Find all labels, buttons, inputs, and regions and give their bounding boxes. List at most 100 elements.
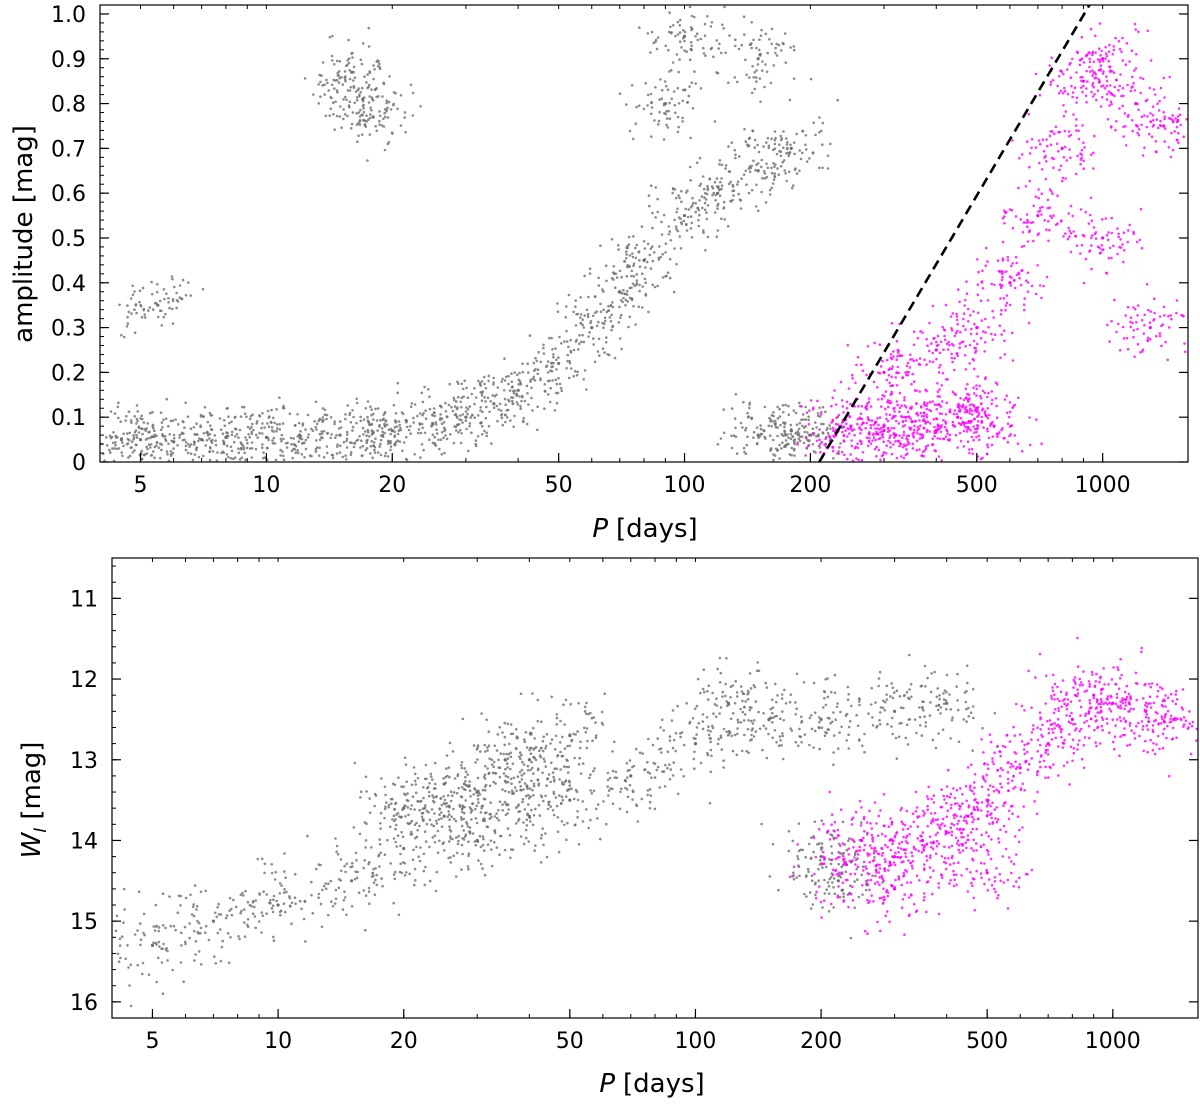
magenta-star-point	[1112, 244, 1115, 248]
grey-star-point	[781, 404, 785, 407]
grey-star-point	[391, 797, 394, 801]
grey-star-point	[726, 224, 730, 228]
grey-star-point	[667, 225, 671, 228]
magenta-star-point	[892, 355, 895, 358]
grey-star-point	[773, 142, 777, 146]
grey-star-point	[532, 794, 535, 797]
grey-star-point	[335, 114, 339, 118]
grey-star-point	[360, 86, 364, 90]
grey-star-point	[269, 899, 272, 902]
magenta-star-point	[896, 403, 899, 407]
magenta-star-point	[938, 351, 942, 355]
grey-star-point	[634, 256, 638, 260]
grey-star-point	[466, 865, 470, 868]
grey-star-point	[545, 733, 549, 736]
grey-star-point	[686, 215, 690, 219]
magenta-star-point	[1106, 323, 1109, 327]
magenta-star-point	[912, 330, 916, 334]
magenta-star-point	[962, 423, 966, 427]
magenta-star-point	[913, 424, 916, 428]
magenta-star-point	[971, 357, 975, 361]
magenta-star-point	[875, 455, 878, 458]
magenta-star-point	[796, 443, 799, 446]
grey-star-point	[558, 794, 561, 797]
magenta-star-point	[1032, 204, 1035, 208]
grey-star-point	[699, 182, 703, 186]
grey-star-point	[560, 802, 563, 806]
grey-star-point	[188, 936, 191, 940]
grey-star-point	[484, 416, 488, 420]
grey-star-point	[126, 432, 129, 435]
grey-star-point	[740, 177, 743, 180]
magenta-star-point	[981, 287, 985, 290]
grey-star-point	[126, 322, 130, 325]
grey-star-point	[659, 78, 662, 81]
magenta-star-point	[872, 436, 876, 440]
grey-star-point	[656, 210, 659, 214]
grey-star-point	[121, 441, 124, 444]
grey-star-point	[487, 771, 491, 775]
grey-star-point	[688, 720, 692, 724]
grey-star-point	[193, 884, 197, 887]
grey-star-point	[428, 818, 432, 822]
magenta-star-point	[850, 439, 853, 442]
grey-star-point	[482, 375, 486, 379]
grey-star-point	[245, 438, 248, 442]
magenta-star-point	[1009, 284, 1013, 287]
grey-star-point	[615, 776, 619, 780]
grey-star-point	[278, 892, 282, 895]
grey-star-point	[797, 433, 800, 437]
grey-star-point	[411, 795, 415, 798]
grey-star-point	[445, 802, 449, 805]
magenta-star-point	[1063, 129, 1067, 133]
magenta-star-point	[976, 258, 979, 261]
grey-star-point	[697, 219, 700, 222]
grey-star-point	[688, 58, 692, 61]
grey-star-point	[171, 307, 174, 311]
grey-star-point	[392, 403, 396, 407]
magenta-star-point	[969, 407, 972, 411]
grey-star-point	[505, 752, 508, 756]
grey-star-point	[607, 794, 610, 797]
magenta-star-point	[986, 445, 990, 449]
grey-star-point	[131, 451, 135, 454]
grey-star-point	[149, 446, 152, 449]
grey-star-point	[462, 838, 466, 841]
grey-star-point	[444, 775, 447, 779]
grey-star-point	[812, 121, 815, 124]
grey-star-point	[238, 458, 242, 461]
grey-star-point	[428, 879, 432, 883]
magenta-star-point	[951, 390, 955, 394]
grey-star-point	[115, 914, 119, 918]
grey-star-point	[731, 189, 734, 193]
grey-star-point	[157, 929, 160, 933]
magenta-star-point	[837, 413, 841, 417]
grey-star-point	[776, 405, 779, 409]
grey-star-point	[525, 384, 529, 388]
grey-star-point	[182, 980, 185, 984]
grey-star-point	[701, 720, 705, 723]
grey-star-point	[378, 123, 381, 126]
magenta-star-point	[888, 436, 891, 440]
magenta-star-point	[1097, 81, 1101, 84]
grey-star-point	[383, 431, 386, 435]
grey-star-point	[808, 433, 812, 437]
grey-star-point	[803, 426, 806, 429]
grey-star-point	[780, 138, 783, 142]
magenta-star-point	[901, 436, 904, 440]
grey-star-point	[248, 417, 252, 421]
grey-star-point	[679, 247, 683, 250]
grey-star-point	[467, 840, 470, 843]
grey-star-point	[796, 441, 799, 444]
magenta-star-point	[966, 382, 969, 386]
grey-star-point	[722, 759, 725, 762]
magenta-star-point	[1151, 105, 1155, 108]
grey-star-point	[526, 362, 529, 366]
grey-star-point	[568, 784, 571, 787]
grey-star-point	[567, 345, 570, 349]
grey-star-point	[798, 435, 802, 439]
magenta-star-point	[951, 360, 954, 364]
grey-star-point	[460, 406, 463, 409]
grey-star-point	[362, 107, 365, 110]
magenta-star-point	[903, 424, 907, 427]
